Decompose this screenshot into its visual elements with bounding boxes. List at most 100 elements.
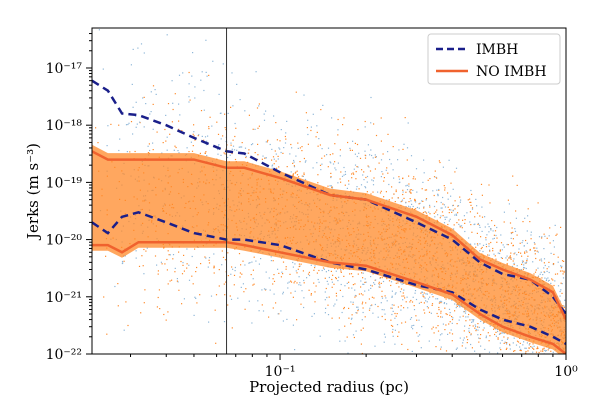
scatter-point	[479, 243, 481, 245]
scatter-point	[440, 348, 442, 350]
scatter-point	[513, 350, 515, 352]
scatter-point	[509, 255, 511, 257]
scatter-point	[462, 219, 464, 221]
scatter-point	[261, 304, 263, 306]
scatter-point	[505, 342, 507, 344]
scatter-point	[335, 169, 337, 171]
scatter-point	[422, 294, 424, 296]
scatter-point	[423, 206, 425, 208]
scatter-point	[438, 189, 440, 191]
scatter-point	[357, 129, 359, 131]
scatter-point	[549, 242, 551, 244]
scatter-point	[183, 254, 185, 256]
scatter-point	[422, 181, 424, 183]
y-tick-label: 10⁻²⁰	[46, 233, 83, 249]
scatter-point	[554, 273, 557, 275]
scatter-point	[481, 206, 483, 208]
scatter-point	[391, 296, 393, 298]
scatter-point	[253, 256, 255, 258]
scatter-point	[136, 123, 138, 125]
scatter-point	[477, 223, 479, 225]
scatter-point	[548, 266, 550, 268]
scatter-point	[271, 159, 273, 161]
scatter-point	[559, 290, 561, 293]
scatter-point	[182, 264, 184, 266]
scatter-point	[363, 179, 365, 181]
scatter-point	[390, 284, 392, 287]
scatter-point	[118, 124, 120, 126]
scatter-point	[230, 106, 232, 108]
scatter-point	[130, 64, 132, 66]
scatter-point	[293, 159, 295, 162]
scatter-point	[355, 178, 357, 180]
scatter-point	[298, 263, 300, 265]
scatter-point	[344, 325, 346, 327]
scatter-point	[289, 273, 291, 275]
scatter-point	[529, 248, 531, 251]
scatter-point	[164, 263, 166, 265]
scatter-point	[366, 181, 368, 183]
scatter-point	[542, 350, 544, 352]
scatter-point	[350, 301, 352, 303]
scatter-point	[491, 220, 493, 222]
scatter-point	[420, 347, 422, 349]
scatter-point	[313, 313, 315, 315]
scatter-point	[383, 177, 385, 179]
scatter-point	[472, 319, 474, 322]
scatter-point	[307, 133, 309, 136]
scatter-point	[310, 129, 312, 132]
scatter-point	[484, 348, 486, 350]
scatter-point	[469, 324, 471, 327]
scatter-point	[480, 236, 482, 238]
scatter-point	[509, 344, 511, 347]
scatter-point	[549, 227, 551, 229]
scatter-point	[500, 349, 502, 351]
scatter-point	[204, 152, 206, 154]
scatter-point	[442, 203, 444, 205]
scatter-point	[537, 251, 539, 253]
scatter-point	[192, 133, 194, 135]
scatter-point	[278, 147, 280, 149]
scatter-point	[488, 245, 490, 247]
scatter-point	[105, 255, 107, 257]
scatter-point	[490, 228, 492, 230]
scatter-point	[439, 301, 441, 303]
scatter-point	[223, 152, 225, 154]
scatter-point	[323, 268, 325, 270]
scatter-point	[335, 295, 338, 297]
scatter-point	[380, 302, 382, 304]
scatter-point	[265, 288, 267, 290]
scatter-point	[277, 268, 279, 270]
scatter-point	[426, 214, 428, 216]
scatter-point	[325, 271, 327, 273]
scatter-point	[249, 262, 251, 264]
scatter-point	[166, 34, 168, 36]
scatter-point	[95, 127, 97, 129]
scatter-point	[231, 148, 233, 150]
scatter-point	[354, 164, 357, 166]
scatter-point	[494, 327, 496, 329]
scatter-point	[482, 250, 484, 253]
scatter-point	[416, 332, 418, 334]
scatter-point	[159, 308, 161, 310]
scatter-point	[381, 295, 383, 298]
scatter-point	[164, 128, 166, 131]
scatter-point	[178, 251, 180, 253]
scatter-point	[331, 317, 333, 319]
scatter-point	[124, 255, 126, 257]
scatter-point	[411, 208, 413, 210]
scatter-point	[433, 176, 436, 178]
scatter-point	[331, 186, 333, 188]
scatter-point	[273, 293, 275, 295]
scatter-point	[510, 242, 513, 244]
scatter-point	[232, 268, 234, 270]
scatter-point	[213, 272, 215, 274]
scatter-point	[410, 326, 413, 328]
envelope-lines	[92, 79, 566, 354]
scatter-point	[183, 270, 185, 272]
scatter-point	[437, 330, 440, 332]
scatter-point	[343, 275, 345, 277]
scatter-point	[200, 79, 202, 81]
scatter-point	[152, 103, 154, 105]
scatter-point	[384, 313, 386, 315]
